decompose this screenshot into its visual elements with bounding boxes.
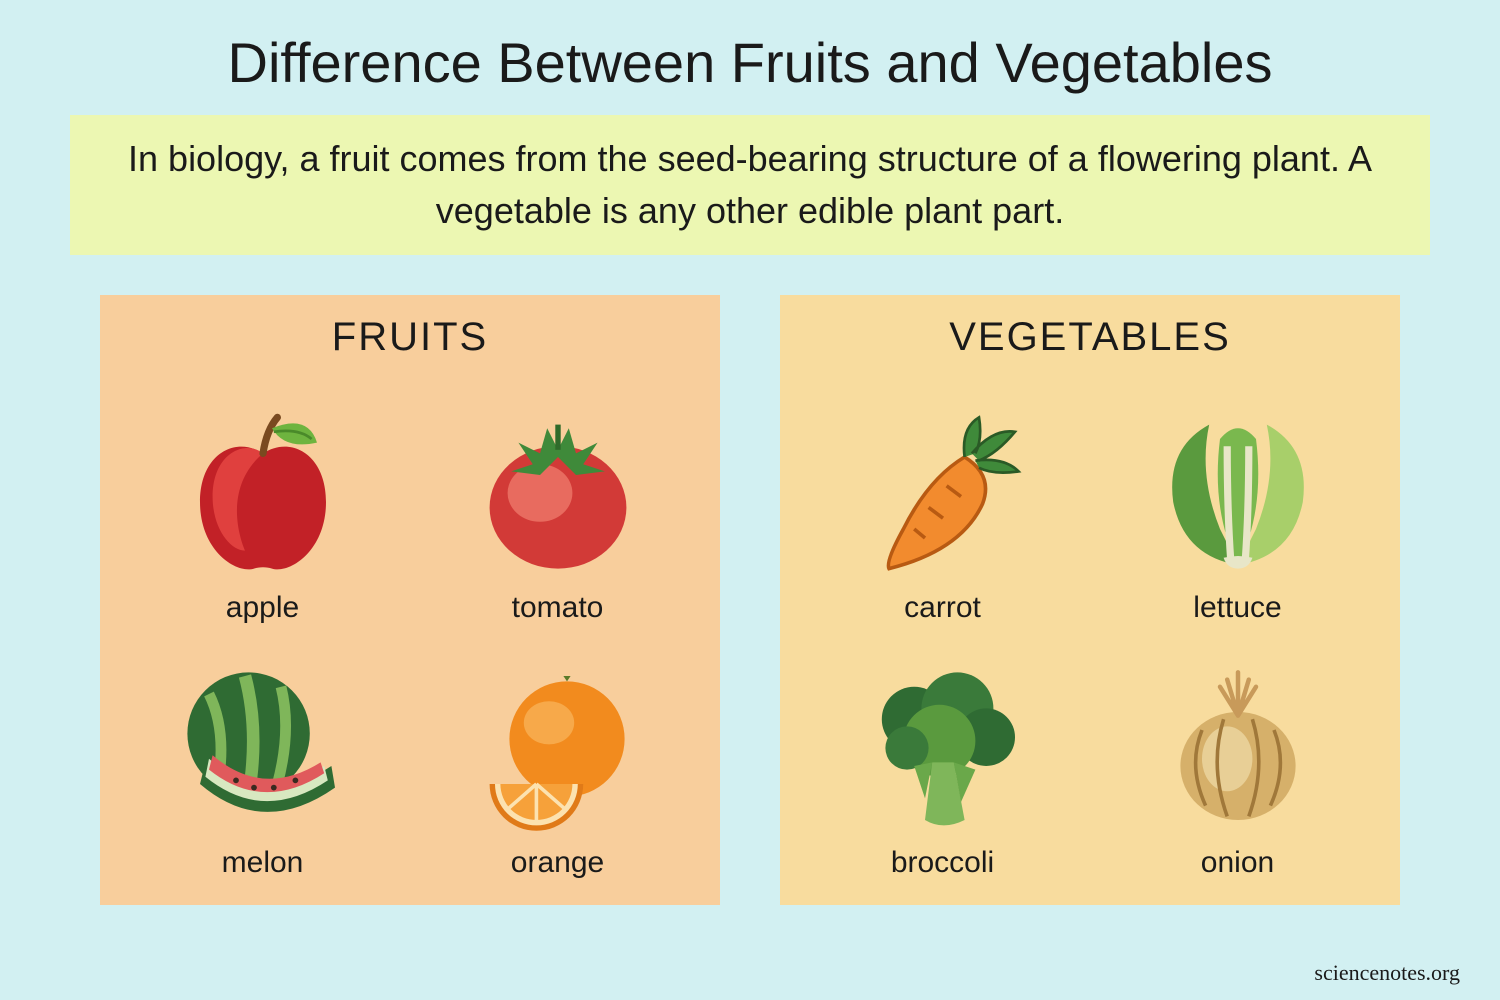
onion-icon	[1148, 658, 1328, 838]
vegetables-panel: VEGETABLES carrot	[780, 295, 1400, 905]
fruit-item-melon: melon	[130, 635, 395, 880]
attribution: sciencenotes.org	[1314, 960, 1460, 986]
orange-label: orange	[511, 846, 604, 880]
veg-item-carrot: carrot	[810, 380, 1075, 625]
carrot-label: carrot	[904, 591, 981, 625]
apple-label: apple	[226, 591, 299, 625]
melon-icon	[173, 658, 353, 838]
panels-row: FRUITS apple tomato	[50, 295, 1450, 905]
lettuce-label: lettuce	[1193, 591, 1281, 625]
orange-icon	[468, 658, 648, 838]
fruit-item-tomato: tomato	[425, 380, 690, 625]
vegetables-grid: carrot lettuce	[810, 380, 1370, 880]
fruits-panel-title: FRUITS	[130, 315, 690, 360]
onion-label: onion	[1201, 846, 1274, 880]
broccoli-icon	[853, 658, 1033, 838]
veg-item-lettuce: lettuce	[1105, 380, 1370, 625]
subtitle-text: In biology, a fruit comes from the seed-…	[128, 138, 1372, 231]
carrot-icon	[853, 403, 1033, 583]
lettuce-icon	[1148, 403, 1328, 583]
melon-label: melon	[222, 846, 304, 880]
page-title: Difference Between Fruits and Vegetables	[50, 30, 1450, 95]
fruit-item-apple: apple	[130, 380, 395, 625]
veg-item-onion: onion	[1105, 635, 1370, 880]
fruit-item-orange: orange	[425, 635, 690, 880]
fruits-panel: FRUITS apple tomato	[100, 295, 720, 905]
broccoli-label: broccoli	[891, 846, 994, 880]
tomato-label: tomato	[512, 591, 604, 625]
apple-icon	[173, 403, 353, 583]
veg-item-broccoli: broccoli	[810, 635, 1075, 880]
vegetables-panel-title: VEGETABLES	[810, 315, 1370, 360]
fruits-grid: apple tomato	[130, 380, 690, 880]
subtitle-box: In biology, a fruit comes from the seed-…	[70, 115, 1430, 255]
tomato-icon	[468, 403, 648, 583]
